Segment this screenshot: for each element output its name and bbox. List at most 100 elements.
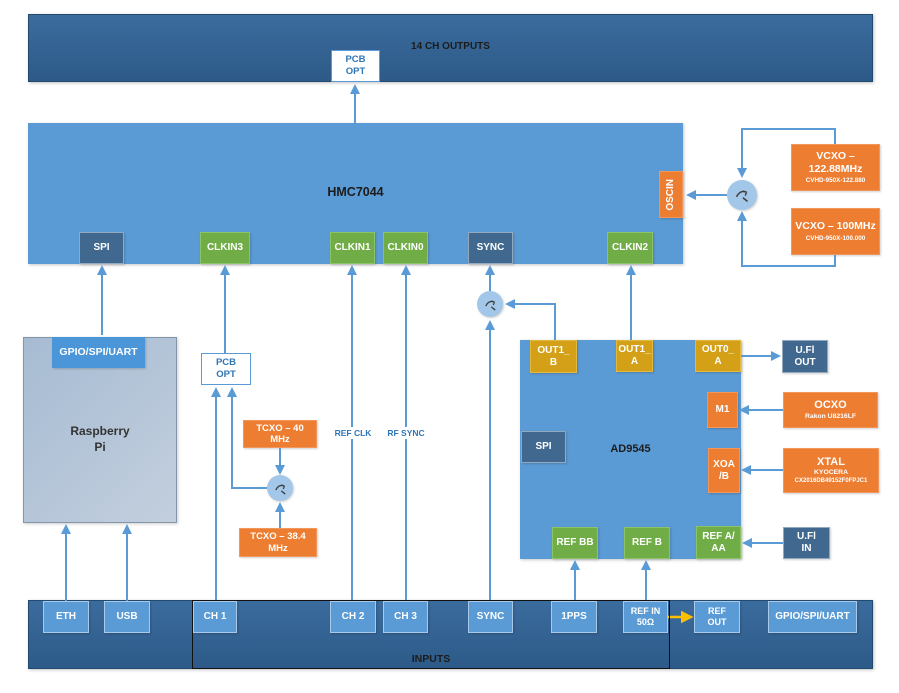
switch-glyph-icon (484, 299, 496, 311)
ocxo-title: OCXO (814, 398, 847, 411)
gpio-bottom-label: GPIO/SPI/UART (775, 611, 850, 623)
pcb-opt-top-line1: PCB (345, 54, 366, 66)
ufl-in-box: U.Fl IN (783, 527, 830, 559)
connector-out1b-to-switch (505, 299, 556, 340)
hmc-port-sync: SYNC (468, 232, 513, 264)
ad-port-m1: M1 (707, 392, 738, 428)
out0a-line2: A (714, 356, 722, 367)
ocxo-part: Rakon U8216LF (805, 413, 856, 421)
eth-label: ETH (56, 611, 76, 623)
hmc-clkin3-label: CLKIN3 (206, 242, 244, 254)
input-port-ch1: CH 1 (193, 601, 237, 633)
tcxo-select-switch-icon (267, 475, 293, 501)
vcxo-12288-line2: 122.88MHz (808, 162, 863, 175)
tcxo-384-line1: TCXO – 38.4 (250, 531, 306, 543)
refout-line1: REF (708, 606, 726, 617)
rpi-port-gpio-spi-uart: GPIO/SPI/UART (52, 337, 145, 368)
input-port-sync: SYNC (468, 601, 513, 633)
ufl-out-line2: OUT (794, 356, 816, 368)
tcxo-384-line2: MHz (268, 542, 288, 554)
hmc-clkin1-label: CLKIN1 (334, 242, 371, 254)
input-port-refin: REF IN 50Ω (623, 601, 668, 633)
switch-glyph-icon (274, 483, 286, 495)
port-refout: REF OUT (694, 601, 740, 633)
vcxo-100-line1: VCXO – 100MHz (795, 220, 876, 233)
refin-line2: 50Ω (636, 617, 655, 627)
vcxo-12288-line1: VCXO – (816, 150, 855, 163)
out1a-line1: OUT1_ (618, 344, 651, 356)
vcxo-100-box: VCXO – 100MHz CVHD-950X-100.000 (791, 208, 880, 255)
refaaa-line2: AA (711, 542, 726, 554)
ad-port-out1a: OUT1_ A (616, 340, 653, 372)
pcb-opt-top-box: PCB OPT (331, 50, 380, 82)
refbb-label: REF BB (556, 537, 594, 549)
ufl-out-box: U.Fl OUT (782, 340, 828, 373)
ch3-label: CH 3 (394, 611, 417, 623)
usb-label: USB (116, 611, 138, 623)
pcb-opt-mid-line1: PCB (215, 357, 237, 369)
vcxo-100-part: CVHD-950X-100.000 (805, 235, 866, 243)
ad-port-refaaa: REF A/ AA (696, 526, 741, 559)
pcb-opt-top-line2: OPT (345, 66, 366, 77)
refin-line1: REF IN (630, 606, 661, 617)
port-gpio-spi-uart-bottom: GPIO/SPI/UART (768, 601, 857, 633)
switch-glyph-icon (735, 190, 748, 203)
hmc-clkin2-label: CLKIN2 (611, 242, 649, 254)
tcxo-40-line2: MHz (270, 434, 290, 445)
input-port-ch3: CH 3 (383, 601, 428, 633)
ref-clk-line-label: REF CLK (332, 427, 374, 439)
hmc-port-oscin: OSCIN (659, 171, 683, 218)
pps-label: 1PPS (561, 611, 587, 623)
hmc-clkin0-label: CLKIN0 (387, 242, 424, 254)
xtal-box: XTAL KYOCERA CX2016DB49152F0FPJC1 (783, 448, 879, 493)
input-port-1pps: 1PPS (551, 601, 597, 633)
ufl-out-line1: U.Fl (795, 344, 815, 356)
ad-port-refb: REF B (624, 527, 670, 559)
ufl-in-line1: U.Fl (797, 531, 816, 543)
hmc7044-title: HMC7044 (327, 185, 384, 199)
ch2-label: CH 2 (341, 611, 365, 623)
hmc-spi-label: SPI (93, 242, 110, 254)
hmc-sync-label: SYNC (476, 242, 505, 254)
input-port-usb: USB (104, 601, 150, 633)
xoab-line1: XOA (713, 458, 735, 470)
inputs-group-outline: INPUTS (192, 600, 670, 669)
refout-line2: OUT (707, 617, 727, 627)
refaaa-line1: REF A/ (702, 530, 735, 542)
outputs-bar: 14 CH OUTPUTS (28, 14, 873, 82)
rpi-gpio-label: GPIO/SPI/UART (59, 346, 138, 359)
xoab-line2: /B (719, 470, 729, 482)
rf-sync-line-label: RF SYNC (385, 427, 427, 439)
out0a-line1: OUT0_ (701, 344, 735, 356)
hmc-port-spi: SPI (79, 232, 124, 264)
out1b-line2: B (549, 356, 558, 368)
ad-port-spi: SPI (521, 431, 566, 463)
out1a-line2: A (630, 356, 639, 367)
m1-label: M1 (715, 404, 730, 416)
pcb-opt-mid-line2: OPT (216, 369, 236, 380)
ad9545-title: AD9545 (610, 443, 651, 455)
rpi-title-line2: Pi (94, 439, 106, 454)
tcxo-40-box: TCXO – 40 MHz (243, 420, 317, 448)
input-port-ch2: CH 2 (330, 601, 376, 633)
hmc-port-clkin3: CLKIN3 (200, 232, 250, 264)
pcb-opt-mid-box: PCB OPT (201, 353, 251, 385)
ad-port-refbb: REF BB (552, 527, 598, 559)
raspberry-pi-title: Raspberry Pi (24, 424, 176, 455)
hmc-port-clkin0: CLKIN0 (383, 232, 428, 264)
raspberry-pi-block: Raspberry Pi (23, 337, 177, 523)
input-port-eth: ETH (43, 601, 89, 633)
hmc-port-clkin2: CLKIN2 (607, 232, 653, 264)
out1b-line1: OUT1_ (537, 344, 570, 356)
hmc-oscin-label: OSCIN (665, 178, 677, 211)
vcxo-12288-part: CVHD-950X-122.880 (805, 177, 866, 185)
ad-port-out1b: OUT1_ B (530, 340, 577, 373)
hmc-port-clkin1: CLKIN1 (330, 232, 375, 264)
ad-spi-label: SPI (535, 441, 552, 453)
sync-in-label: SYNC (476, 611, 505, 623)
xtal-title: XTAL (817, 455, 845, 468)
sync-select-switch-icon (477, 291, 503, 317)
ad-port-xoab: XOA /B (708, 448, 740, 493)
ch1-label: CH 1 (203, 611, 227, 623)
